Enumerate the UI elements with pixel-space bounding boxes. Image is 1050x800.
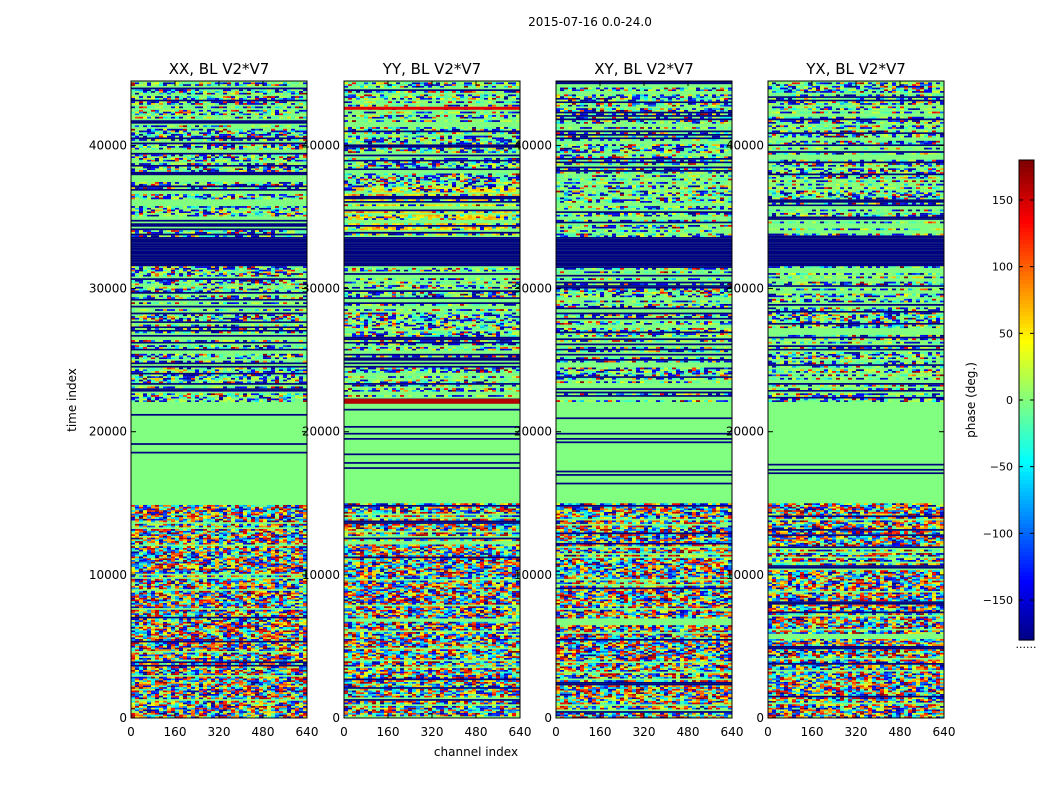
x-tick-label: 0: [764, 725, 772, 739]
colorbar-tick-label: −150: [983, 594, 1013, 607]
x-tick-label: 640: [721, 725, 744, 739]
y-tick-label: 30000: [89, 282, 127, 296]
x-tick-label: 320: [845, 725, 868, 739]
y-tick-label: 10000: [89, 568, 127, 582]
y-tick-label: 40000: [726, 138, 764, 152]
colorbar-tick-label: 150: [992, 194, 1013, 207]
y-axis-label: time index: [65, 368, 79, 432]
x-tick-label: 160: [801, 725, 824, 739]
heatmap-xx: [131, 81, 307, 718]
y-tick-label: 40000: [302, 138, 340, 152]
panel-title: YY, BL V2*V7: [382, 60, 481, 78]
y-tick-label: 0: [119, 711, 127, 725]
x-tick-label: 0: [340, 725, 348, 739]
colorbar-label: phase (deg.): [964, 362, 978, 438]
y-tick-label: 30000: [514, 282, 552, 296]
panel-title: XX, BL V2*V7: [169, 60, 270, 78]
colorbar-tick-label: 50: [999, 327, 1013, 340]
x-tick-label: 160: [589, 725, 612, 739]
y-tick-label: 10000: [726, 568, 764, 582]
colorbar-tick-label: 0: [1006, 394, 1013, 407]
x-tick-label: 320: [208, 725, 231, 739]
panel-xx: XX, BL V2*V7 0 160 320 480 640 0 10000 20000 3000…: [89, 60, 319, 739]
x-tick-label: 320: [421, 725, 444, 739]
heatmap-yy: [344, 81, 520, 718]
y-tick-label: 0: [332, 711, 340, 725]
panel-xy: XY, BL V2*V7 0 160 320 480 640 0 10000 20000 3000…: [514, 60, 744, 739]
colorbar-ellipsis: ......: [1016, 638, 1037, 651]
x-axis-label: channel index: [434, 745, 518, 759]
x-tick-label: 480: [677, 725, 700, 739]
y-tick-label: 10000: [302, 568, 340, 582]
y-tick-label: 10000: [514, 568, 552, 582]
y-tick-label: 0: [756, 711, 764, 725]
panels: XX, BL V2*V7 0 160 320 480 640 0 10000 20000 3000…: [89, 60, 956, 739]
y-tick-label: 40000: [514, 138, 552, 152]
y-tick-label: 30000: [726, 282, 764, 296]
x-tick-label: 640: [509, 725, 532, 739]
x-tick-label: 480: [252, 725, 275, 739]
colorbar-tick-label: −100: [983, 527, 1013, 540]
x-tick-label: 160: [377, 725, 400, 739]
y-tick-label: 30000: [302, 282, 340, 296]
panel-title: XY, BL V2*V7: [594, 60, 694, 78]
x-tick-label: 0: [552, 725, 560, 739]
suptitle: 2015-07-16 0.0-24.0: [528, 15, 652, 29]
panel-title: YX, BL V2*V7: [805, 60, 906, 78]
x-tick-label: 320: [633, 725, 656, 739]
y-tick-label: 40000: [89, 138, 127, 152]
x-tick-label: 480: [465, 725, 488, 739]
colorbar-tick-label: 100: [992, 261, 1013, 274]
colorbar-tick-label: −50: [990, 461, 1013, 474]
x-tick-label: 160: [164, 725, 187, 739]
x-tick-label: 480: [889, 725, 912, 739]
heatmap-yx: [768, 81, 944, 718]
panel-yy: YY, BL V2*V7 0 160 320 480 640 0 10000 20000 3000…: [302, 60, 532, 739]
y-tick-label: 20000: [89, 425, 127, 439]
panel-yx: YX, BL V2*V7 0 160 320 480 640 0 10000 20000 3000…: [726, 60, 956, 739]
y-tick-label: 0: [544, 711, 552, 725]
y-tick-label: 20000: [726, 425, 764, 439]
y-tick-label: 20000: [514, 425, 552, 439]
x-tick-label: 640: [933, 725, 956, 739]
colorbar: −150 −100 −50 0 50 100 150: [983, 159, 1035, 641]
heatmap-xy: [556, 80, 732, 718]
x-tick-label: 640: [296, 725, 319, 739]
x-tick-label: 0: [127, 725, 135, 739]
y-tick-label: 20000: [302, 425, 340, 439]
